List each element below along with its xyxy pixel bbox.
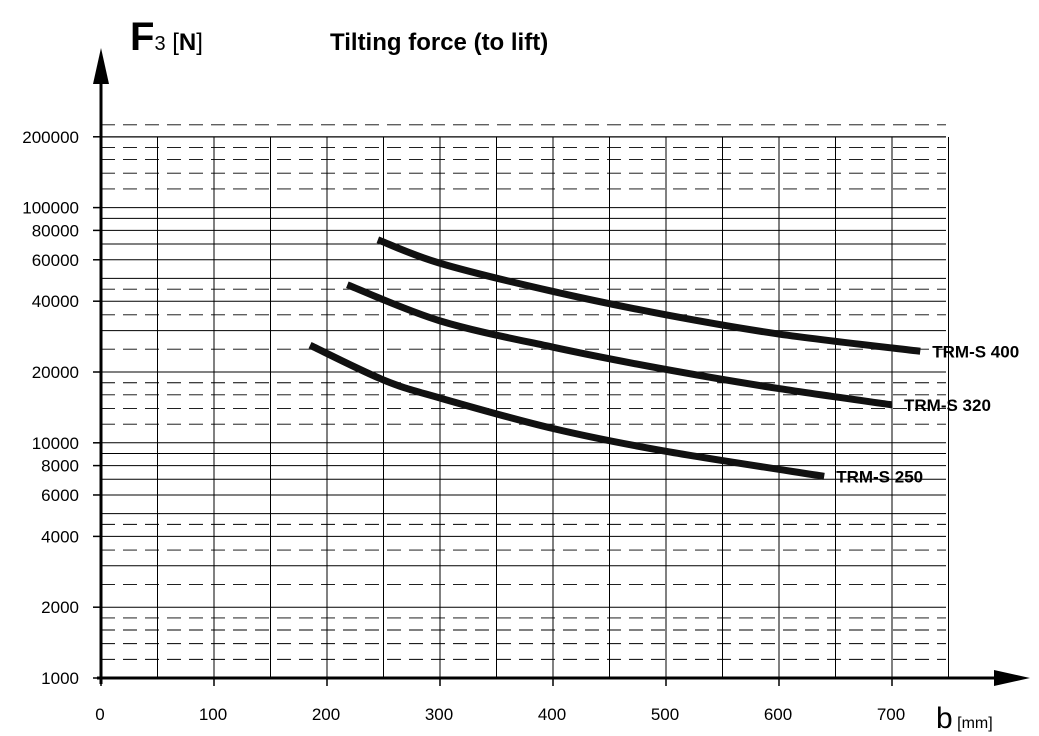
series-line (308, 342, 825, 480)
x-tick-label: 700 (877, 705, 905, 724)
chart-title: Tilting force (to lift) (330, 29, 548, 56)
chart-grid (101, 124, 949, 679)
y-tick-label: 60000 (32, 251, 79, 270)
x-axis-label: b [mm] (936, 702, 993, 735)
y-axis-arrow (93, 48, 109, 84)
y-tick-label: 80000 (32, 221, 79, 240)
x-tick-label: 400 (538, 705, 566, 724)
series-line (346, 281, 893, 409)
x-axis-arrow (994, 670, 1030, 686)
x-tick-label: 500 (651, 705, 679, 724)
x-tick-label: 0 (95, 705, 104, 724)
series-label: TRM-S 250 (836, 467, 923, 486)
y-tick-label: 20000 (32, 363, 79, 382)
chart-text: Tilting force (to lift) F3 [N] b [mm] 10… (22, 15, 1019, 735)
x-tick-label: 300 (425, 705, 453, 724)
series-label: TRM-S 320 (904, 396, 991, 415)
y-tick-label: 10000 (32, 434, 79, 453)
y-tick-label: 200000 (22, 128, 79, 147)
series-line (376, 236, 921, 355)
x-tick-label: 100 (199, 705, 227, 724)
x-tick-label: 200 (312, 705, 340, 724)
y-tick-label: 8000 (41, 457, 79, 476)
y-tick-label: 6000 (41, 486, 79, 505)
y-tick-label: 100000 (22, 199, 79, 218)
series-label: TRM-S 400 (932, 342, 1019, 361)
chart-series (308, 236, 921, 480)
y-tick-label: 1000 (41, 669, 79, 688)
y-tick-label: 40000 (32, 292, 79, 311)
y-tick-label: 4000 (41, 527, 79, 546)
chart-axes (93, 48, 1030, 686)
y-tick-label: 2000 (41, 598, 79, 617)
y-axis-label: F3 [N] (130, 15, 203, 59)
x-tick-label: 600 (764, 705, 792, 724)
